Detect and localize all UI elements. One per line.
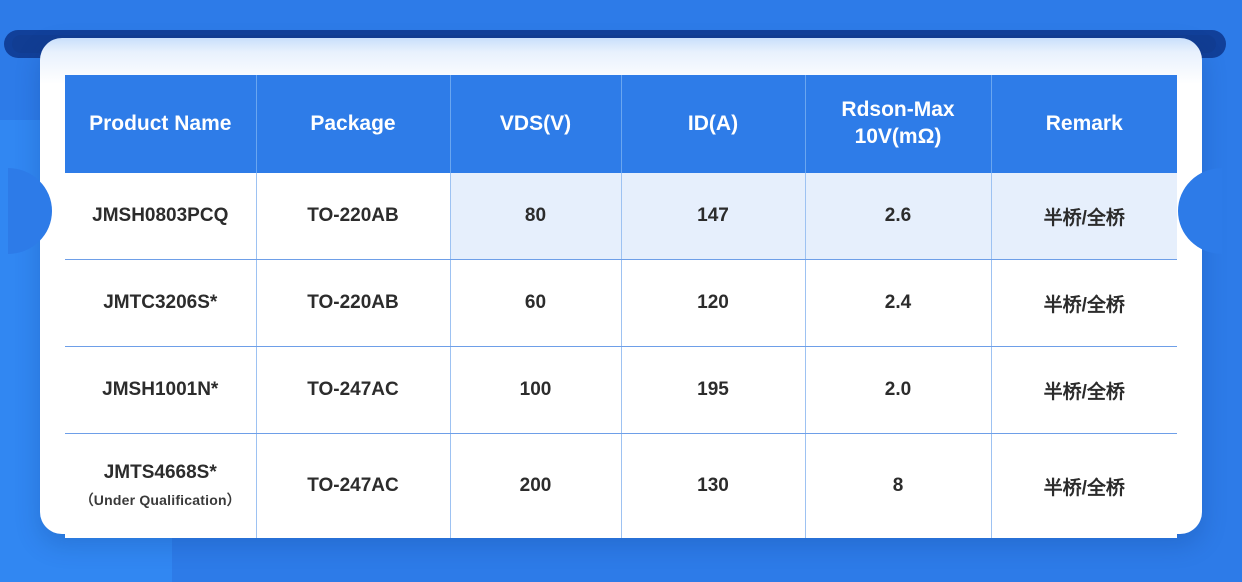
cell-vds: 200: [450, 433, 622, 538]
cell-remark: 半桥/全桥: [991, 346, 1177, 434]
table-row: JMSH1001N* TO-247AC 100 195 2.0 半桥/全桥: [65, 346, 1177, 434]
table-body: JMSH0803PCQ TO-220AB 80 147 2.6 半桥/全桥 JM…: [65, 173, 1177, 538]
cell-id: 195: [621, 346, 806, 434]
product-name-text: JMTS4668S*: [103, 462, 217, 483]
column-header-rdson-line1: Rdson-Max: [841, 98, 955, 122]
cell-rdson: 2.0: [805, 346, 992, 434]
cell-product-name: JMSH1001N*: [65, 346, 257, 434]
cell-product-name: JMSH0803PCQ: [65, 173, 257, 260]
cell-package: TO-247AC: [256, 433, 451, 538]
cell-product-name: JMTS4668S* （Under Qualification）: [65, 433, 257, 538]
column-header-rdson-line2: 10V(mΩ): [854, 125, 942, 148]
product-name-text: JMTC3206S*: [103, 292, 218, 313]
column-header-id: ID(A): [621, 75, 806, 173]
column-header-product-name: Product Name: [65, 75, 257, 173]
cell-package: TO-220AB: [256, 259, 451, 347]
table-row: JMSH0803PCQ TO-220AB 80 147 2.6 半桥/全桥: [65, 173, 1177, 260]
table-header-row: Product Name Package VDS(V) ID(A) Rdson-…: [65, 75, 1177, 173]
cell-id: 147: [621, 173, 806, 260]
table-row: JMTC3206S* TO-220AB 60 120 2.4 半桥/全桥: [65, 259, 1177, 347]
cell-remark: 半桥/全桥: [991, 173, 1177, 260]
table-header: Product Name Package VDS(V) ID(A) Rdson-…: [65, 75, 1177, 173]
cell-id: 120: [621, 259, 806, 347]
cell-remark: 半桥/全桥: [991, 259, 1177, 347]
column-header-remark: Remark: [991, 75, 1177, 173]
column-header-package: Package: [256, 75, 451, 173]
spec-table-container: Product Name Package VDS(V) ID(A) Rdson-…: [65, 75, 1177, 538]
product-name-text: JMSH1001N*: [102, 379, 219, 400]
cell-vds: 60: [450, 259, 622, 347]
cell-rdson: 2.6: [805, 173, 992, 260]
cell-package: TO-247AC: [256, 346, 451, 434]
cell-package: TO-220AB: [256, 173, 451, 260]
table-row: JMTS4668S* （Under Qualification） TO-247A…: [65, 433, 1177, 538]
cell-remark: 半桥/全桥: [991, 433, 1177, 538]
cell-product-name: JMTC3206S*: [65, 259, 257, 347]
cell-rdson: 2.4: [805, 259, 992, 347]
product-name-note: （Under Qualification）: [79, 492, 241, 508]
cell-vds: 100: [450, 346, 622, 434]
column-header-rdson: Rdson-Max 10V(mΩ): [805, 75, 992, 173]
product-spec-table: Product Name Package VDS(V) ID(A) Rdson-…: [65, 75, 1177, 538]
column-header-vds: VDS(V): [450, 75, 622, 173]
product-name-text: JMSH0803PCQ: [92, 205, 229, 226]
cell-rdson: 8: [805, 433, 992, 538]
cell-id: 130: [621, 433, 806, 538]
cell-vds: 80: [450, 173, 622, 260]
